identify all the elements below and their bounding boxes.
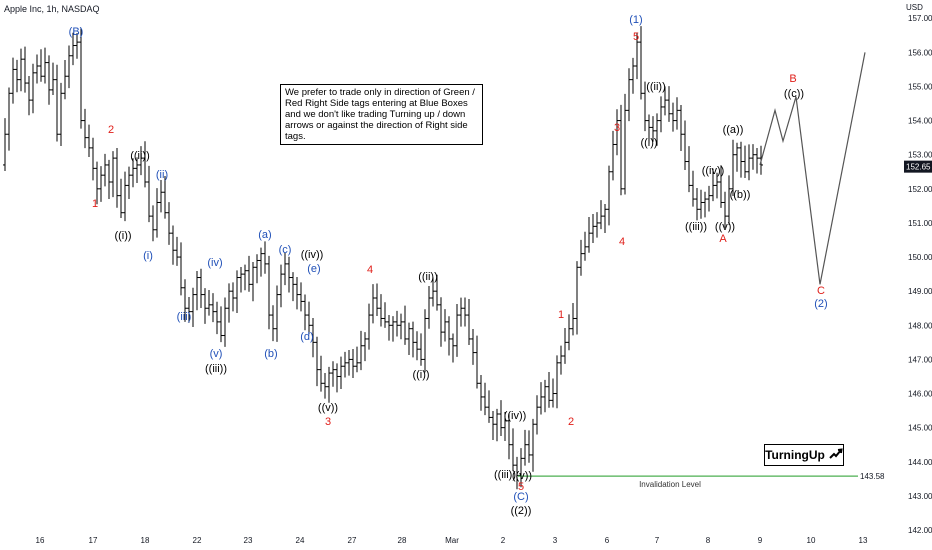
price-tick-label: 142.00 (908, 526, 932, 535)
wave-label: 5 (518, 481, 524, 493)
time-tick-label: 23 (244, 536, 253, 545)
wave-label: 3 (325, 416, 331, 428)
wave-label: ((2)) (511, 505, 532, 517)
wave-label: C (817, 285, 825, 297)
time-tick-label: Mar (445, 536, 459, 545)
wave-label: (d) (300, 331, 313, 343)
wave-label: ((iii)) (494, 469, 516, 481)
last-price-tag: 152.65 (904, 160, 932, 173)
price-axis: 157.00 156.00 155.00 154.00 153.00 152.00 151.… (908, 14, 932, 535)
wave-label: 1 (558, 309, 564, 321)
wave-label: ((iv)) (301, 249, 324, 261)
wave-label: (C) (513, 491, 528, 503)
time-tick-label: 24 (296, 536, 305, 545)
wave-label: (b) (264, 348, 277, 360)
wave-label: 4 (619, 236, 625, 248)
wave-label: (ii) (156, 169, 168, 181)
time-tick-label: 13 (859, 536, 868, 545)
wave-label: 2 (568, 416, 574, 428)
price-tick-label: 143.00 (908, 492, 932, 501)
last-price-box (904, 160, 932, 173)
time-tick-label: 16 (36, 536, 45, 545)
price-tick-label: 151.00 (908, 219, 932, 228)
price-tick-label: 155.00 (908, 82, 932, 91)
wave-label: ((v)) (318, 402, 338, 414)
wave-label: (iii) (177, 311, 192, 323)
wave-label: ((v)) (512, 470, 532, 482)
projection-line (759, 52, 866, 285)
turningup-badge: TurningUp (764, 444, 844, 466)
wave-label: (iv) (207, 257, 222, 269)
time-tick-label: 17 (89, 536, 98, 545)
time-tick-label: 8 (706, 536, 711, 545)
wave-label: ((i)) (114, 230, 131, 242)
wave-label: 5 (633, 31, 639, 43)
wave-label: (v) (210, 348, 223, 360)
price-tick-label: 148.00 (908, 321, 932, 330)
time-tick-label: 7 (655, 536, 660, 545)
brand-name: TurningUp (765, 448, 825, 462)
wave-label: 3 (614, 122, 620, 134)
price-tick-label: 157.00 (908, 14, 932, 23)
wave-label: (c) (279, 244, 292, 256)
price-tick-label: 149.00 (908, 287, 932, 296)
wave-label: ((c)) (784, 88, 804, 100)
chart-title: Apple Inc, 1h, NASDAQ (4, 4, 100, 14)
invalidation-label: Invalidation Level (639, 480, 701, 489)
wave-label: ((ii)) (130, 150, 150, 162)
time-tick-label: 18 (141, 536, 150, 545)
wave-label: ((iv)) (702, 165, 725, 177)
last-price-value: 152.65 (906, 163, 931, 172)
wave-label: ((i)) (412, 369, 429, 381)
currency-label: USD (906, 3, 923, 12)
price-tick-label: 150.00 (908, 253, 932, 262)
wave-label: (2) (814, 298, 827, 310)
time-tick-label: 10 (807, 536, 816, 545)
wave-label: 1 (92, 198, 98, 210)
invalidation-value: 143.58 (860, 472, 885, 481)
wave-label: ((a)) (723, 124, 744, 136)
wave-label: (a) (258, 229, 271, 241)
wave-label: ((iii)) (205, 363, 227, 375)
price-tick-label: 154.00 (908, 117, 932, 126)
wave-label: (i) (143, 250, 153, 262)
wave-label: ((iii)) (685, 221, 707, 233)
wave-label: 2 (108, 124, 114, 136)
time-tick-label: 27 (348, 536, 357, 545)
time-tick-label: 22 (193, 536, 202, 545)
projection-path (759, 52, 866, 285)
wave-label: ((ii)) (418, 271, 438, 283)
price-tick-label: 145.00 (908, 424, 932, 433)
price-tick-label: 152.00 (908, 185, 932, 194)
wave-label: (B) (69, 26, 84, 38)
wave-label: B (789, 73, 796, 85)
price-tick-label: 144.00 (908, 458, 932, 467)
wave-label: ((ii)) (646, 81, 666, 93)
wave-label: ((b)) (730, 189, 751, 201)
price-tick-label: 156.00 (908, 48, 932, 57)
time-tick-label: 9 (758, 536, 763, 545)
price-tick-label: 146.00 (908, 390, 932, 399)
price-tick-label: 153.00 (908, 151, 932, 160)
time-tick-label: 3 (553, 536, 558, 545)
price-tick-label: 147.00 (908, 355, 932, 364)
time-tick-label: 28 (398, 536, 407, 545)
ohlc-bars (3, 26, 763, 490)
wave-label: (1) (629, 14, 642, 26)
wave-label: 4 (367, 264, 373, 276)
trading-note: We prefer to trade only in direction of … (280, 84, 483, 145)
wave-label: ((i)) (640, 137, 657, 149)
arrow-up-right-icon (829, 447, 843, 463)
invalidation-level: Invalidation Level 143.58 (518, 472, 885, 489)
time-tick-label: 6 (605, 536, 610, 545)
wave-label: ((v)) (715, 221, 735, 233)
time-tick-label: 2 (501, 536, 506, 545)
wave-labels: (B) 1 2 ((i)) ((ii)) (i) (ii) (iii) (iv) (v) ((iii… (69, 14, 828, 517)
wave-label: ((iv)) (504, 410, 527, 422)
wave-label: (e) (307, 263, 320, 275)
time-axis: 16 17 18 22 23 24 27 28 Mar 2 3 6 7 8 9 10 13 (36, 536, 868, 545)
wave-label: A (719, 233, 727, 245)
